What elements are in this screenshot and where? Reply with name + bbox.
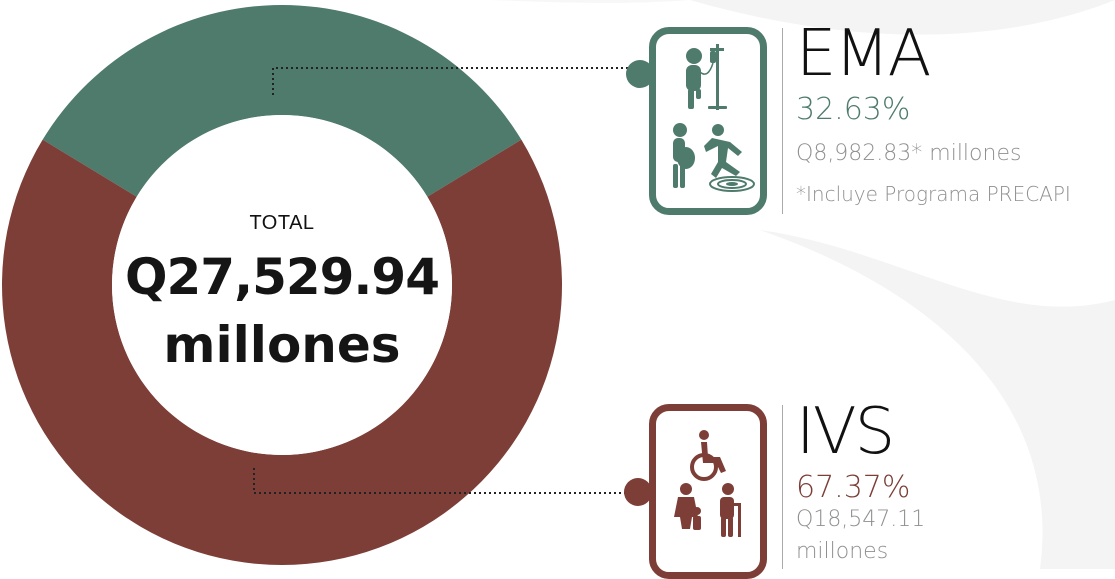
wheelchair-icon — [690, 430, 726, 481]
ema-amount: Q8,982.83* millones — [796, 141, 1022, 166]
ivs-title: IVS — [796, 395, 895, 469]
ema-icon-card — [649, 27, 767, 215]
ema-note: *Incluye Programa PRECAPI — [796, 182, 1071, 206]
donut-slice-ema — [42, 4, 522, 197]
ema-divider — [782, 28, 783, 214]
ema-title: EMA — [796, 17, 931, 91]
ivs-amount-unit: millones — [796, 539, 889, 564]
ema-icons — [673, 44, 755, 192]
pregnant-woman-icon — [673, 123, 695, 188]
donut-slice-ivs — [2, 139, 562, 566]
ema-connector-dot — [626, 60, 654, 88]
patient-iv-icon — [686, 44, 727, 110]
accident-fall-icon — [704, 124, 755, 192]
ivs-connector-line — [253, 468, 636, 494]
ivs-divider — [782, 405, 783, 569]
ema-connector-line — [272, 67, 640, 95]
ivs-amount: Q18,547.11 — [796, 507, 926, 532]
ivs-icons — [674, 430, 741, 537]
total-label: TOTAL — [249, 212, 315, 234]
ivs-percent: 67.37% — [796, 470, 911, 505]
ivs-icon-card — [649, 404, 767, 579]
donut-hole — [112, 115, 452, 455]
ivs-connector-dot — [624, 478, 652, 506]
ema-percent: 32.63% — [796, 92, 911, 127]
total-value: Q27,529.94 — [124, 248, 440, 306]
total-unit: millones — [163, 316, 401, 374]
family-icon — [674, 483, 701, 530]
elderly-person-icon — [720, 483, 741, 537]
